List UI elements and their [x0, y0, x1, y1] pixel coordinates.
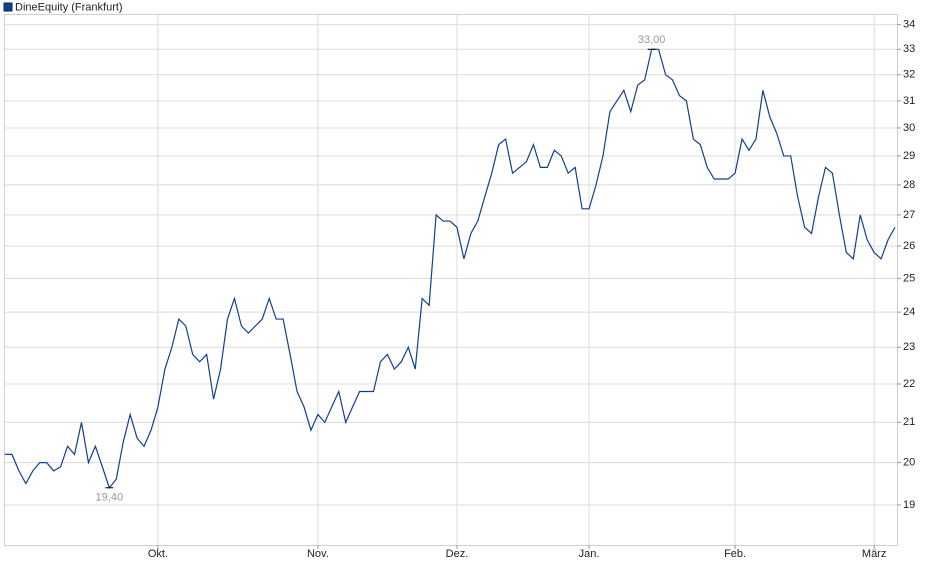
plot-frame [4, 14, 898, 546]
x-tick-label: Nov. [307, 548, 329, 560]
y-tick-label: 26 [903, 240, 915, 252]
legend-label: DineEquity (Frankfurt) [15, 1, 123, 13]
x-tick-label: März [862, 548, 886, 560]
y-tick-label: 28 [903, 179, 915, 191]
y-tick-label: 30 [903, 122, 915, 134]
x-tick-label: Feb. [724, 548, 746, 560]
annotation-label: 19,40 [96, 492, 124, 504]
y-tick-label: 20 [903, 457, 915, 469]
y-tick-label: 31 [903, 95, 915, 107]
x-tick-label: Jan. [579, 548, 600, 560]
y-tick-label: 33 [903, 43, 915, 55]
x-tick-label: Okt. [148, 548, 168, 560]
y-tick-label: 21 [903, 416, 915, 428]
y-tick-label: 24 [903, 306, 915, 318]
annotation-label: 33,00 [638, 34, 666, 46]
y-tick-label: 22 [903, 378, 915, 390]
y-tick-label: 32 [903, 69, 915, 81]
y-tick-label: 23 [903, 341, 915, 353]
y-tick-label: 19 [903, 499, 915, 511]
legend-swatch [3, 2, 13, 12]
y-tick-label: 29 [903, 150, 915, 162]
price-line [5, 48, 896, 489]
y-tick-label: 25 [903, 272, 915, 284]
y-tick-label: 27 [903, 209, 915, 221]
x-tick-label: Dez. [446, 548, 469, 560]
y-tick-label: 34 [903, 19, 915, 31]
